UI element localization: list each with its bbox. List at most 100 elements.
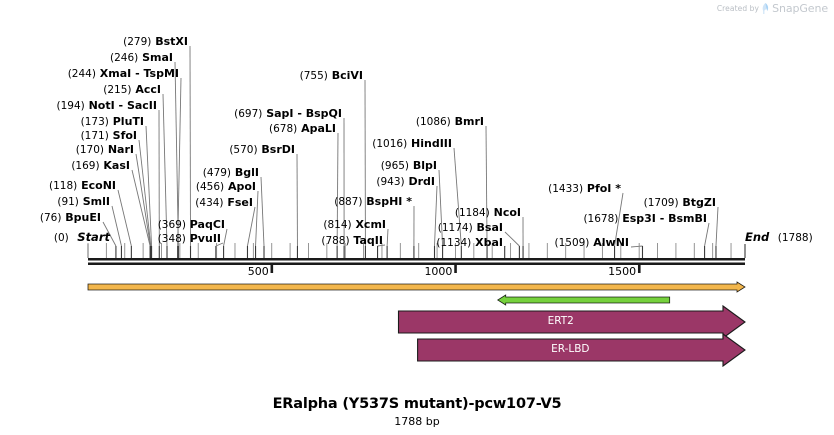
enzyme-leader-line (336, 132, 339, 247)
title-block: ERalpha (Y537S mutant)-pcw107-V5 1788 bp (0, 396, 834, 428)
enzyme-label-pvuii: (348) PvuII (157, 232, 221, 246)
enzyme-label-xmai: (244) XmaI - TspMI (67, 67, 179, 81)
enzyme-position: (171) (80, 130, 109, 142)
enzyme-label-bpuei: (76) BpuEI (39, 212, 101, 225)
enzyme-name: XmaI (99, 67, 132, 80)
enzyme-label-noti: (194) NotI - SacII (56, 99, 158, 113)
end-position: (1788) (777, 232, 813, 244)
enzyme-leader-line (138, 139, 152, 247)
enzyme-name: BsrDI (261, 143, 295, 156)
enzyme-label-bsphi: (887) BspHI * (334, 195, 412, 209)
enzyme-name: AccI (135, 83, 161, 96)
enzyme-leader-line (189, 45, 191, 247)
enzyme-name: BglI (234, 166, 259, 179)
sequence-backbone (88, 258, 745, 265)
enzyme-leader-line (117, 189, 132, 247)
enzyme-position: (76) (39, 212, 62, 224)
enzyme-position: (570) (229, 144, 258, 156)
enzyme-name: PluTI (112, 115, 144, 128)
enzyme-name: KasI (103, 159, 130, 172)
enzyme-position: (887) (334, 196, 363, 208)
enzyme-name-separator: - (131, 67, 144, 80)
enzyme-name: FseI (227, 196, 253, 209)
enzyme-name: XcmI (355, 218, 386, 231)
enzyme-name: ApoI (227, 180, 256, 193)
enzyme-name: SapI (266, 107, 294, 120)
enzyme-label-econi: (118) EcoNI (49, 179, 116, 193)
enzyme-position: (91) (57, 196, 79, 208)
enzyme-label-ncoi: (1184) NcoI (455, 207, 521, 220)
enzyme-label-paqci: (369) PaqCI (157, 219, 225, 232)
enzyme-position: (1086) (415, 116, 451, 128)
enzyme-leader-line (630, 245, 643, 248)
enzyme-position: (1709) (643, 197, 679, 209)
enzyme-leader-line (145, 125, 153, 247)
enzyme-label-drdi: (943) DrdI (376, 176, 435, 189)
enzyme-position: (118) (49, 180, 78, 192)
feature-arrow-ert2[interactable] (397, 304, 746, 340)
enzyme-name: TaqII (353, 234, 383, 247)
enzyme-leader-line (135, 153, 151, 247)
enzyme-position: (479) (202, 167, 232, 179)
enzyme-label-blpi: (965) BlpI (381, 160, 437, 173)
enzyme-name: HindIII (411, 137, 452, 150)
enzyme-position: (943) (376, 176, 405, 188)
enzyme-position: (246) (110, 52, 139, 64)
track-full-length-orange-arrow (87, 281, 746, 293)
enzyme-position: (456) (195, 181, 225, 193)
ruler-tick-marks (87, 243, 732, 273)
enzyme-label-bcivi: (755) BciVI (299, 70, 363, 83)
feature-arrow-er-lbd[interactable] (417, 332, 746, 368)
plasmid-title: ERalpha (Y537S mutant)-pcw107-V5 (272, 396, 562, 412)
enzyme-leader-line (453, 147, 462, 247)
enzyme-leader-line (260, 176, 265, 247)
enzyme-name: XbaI (475, 236, 503, 249)
enzyme-name-separator: - (293, 107, 306, 120)
enzyme-label-bstxi: (279) BstXI (123, 36, 188, 49)
enzyme-position: (194) (56, 100, 85, 112)
enzyme-position: (169) (71, 160, 100, 172)
enzyme-name: Esp3I (622, 212, 656, 225)
end-text: End (745, 230, 770, 244)
enzyme-star-marker: * (402, 195, 412, 208)
enzyme-name: BspQI (305, 107, 342, 120)
plasmid-size: 1788 bp (394, 415, 440, 428)
enzyme-position: (244) (67, 68, 96, 80)
enzyme-leader-line (386, 228, 389, 247)
enzyme-name: NarI (107, 143, 134, 156)
enzyme-position: (369) (157, 219, 186, 231)
enzyme-name: EcoNI (81, 179, 116, 192)
enzyme-leader-line (704, 222, 710, 247)
enzyme-position: (697) (234, 108, 263, 120)
enzyme-position: (279) (123, 36, 152, 48)
enzyme-position: (434) (195, 197, 224, 209)
enzyme-label-xcmi: (814) XcmI (323, 218, 386, 232)
enzyme-label-xbai: (1134) XbaI (436, 236, 503, 250)
enzyme-name: BspHI (366, 195, 403, 208)
enzyme-label-esp3i: (1678) Esp3I - BsmBI (583, 212, 707, 226)
enzyme-name: SacII (126, 99, 157, 112)
enzyme-name: SmaI (142, 51, 173, 64)
enzyme-label-apali: (678) ApaLI (269, 123, 336, 136)
snapgene-watermark: Created by SnapGene (717, 2, 828, 15)
enzyme-leader-line (715, 206, 719, 247)
snapgene-leaf-icon (762, 3, 769, 14)
enzyme-leader-line (102, 221, 117, 247)
enzyme-position: (1433) (548, 183, 584, 195)
start-text: Start (77, 230, 110, 244)
enzyme-label-acci: (215) AccI (103, 83, 161, 97)
enzyme-position: (814) (323, 219, 352, 231)
enzyme-star-marker: * (611, 182, 621, 195)
enzyme-leader-line (438, 169, 444, 247)
enzyme-name: BsaI (476, 221, 503, 234)
enzyme-position: (1509) (554, 237, 590, 249)
enzyme-leader-line (223, 228, 228, 247)
enzyme-position: (215) (103, 84, 132, 96)
enzyme-leader-line (162, 93, 168, 247)
enzyme-name: PfoI (586, 182, 612, 195)
enzyme-position: (755) (299, 70, 328, 82)
enzyme-leader-line (485, 125, 488, 247)
enzyme-name: PvuII (189, 232, 221, 245)
enzyme-position: (348) (157, 233, 186, 245)
end-label: End (1788) (745, 231, 813, 244)
